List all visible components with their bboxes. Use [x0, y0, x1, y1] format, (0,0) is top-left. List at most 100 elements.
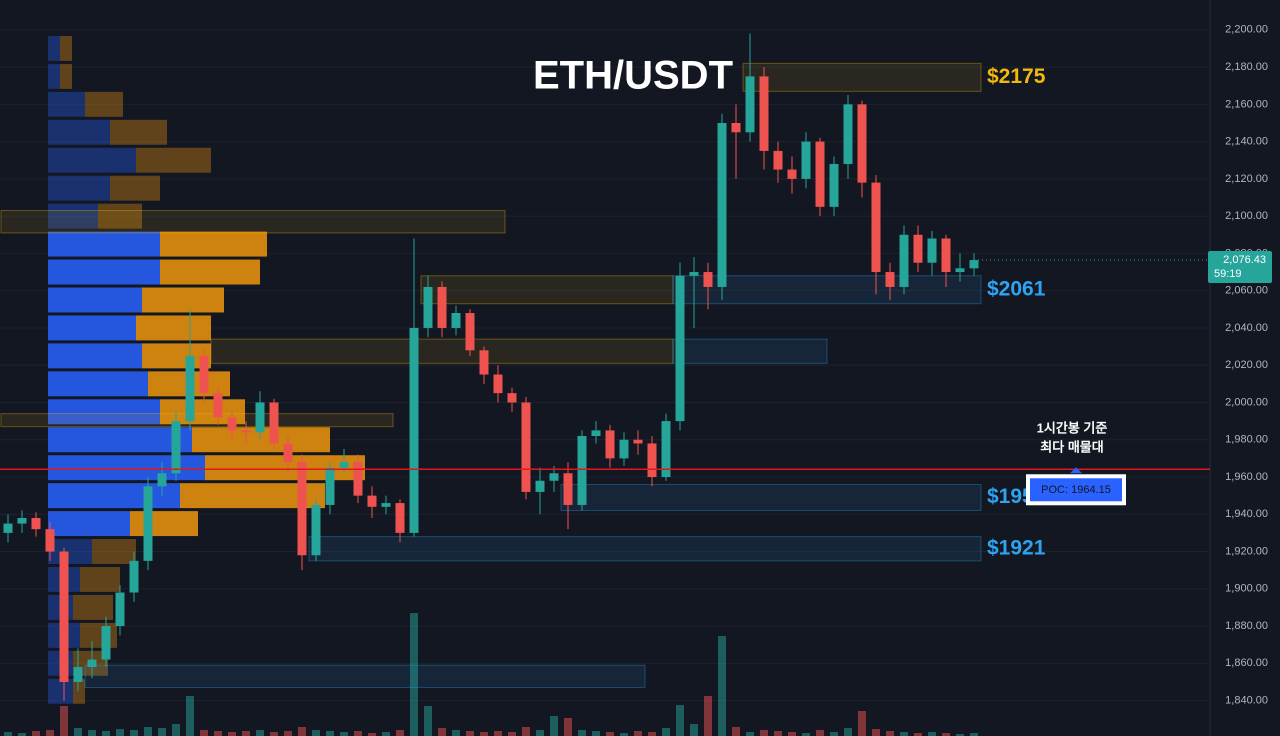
- poc-box: [1030, 478, 1122, 502]
- y-tick-label: 2,060.00: [1225, 285, 1268, 297]
- volume-bar: [900, 732, 908, 736]
- volume-bar: [18, 733, 26, 736]
- y-tick-label: 2,100.00: [1225, 210, 1268, 222]
- volume-bar: [200, 730, 208, 736]
- zone: [210, 338, 674, 364]
- poc-pointer: [1070, 467, 1082, 474]
- volume-bar: [298, 727, 306, 736]
- y-tick-label: 2,040.00: [1225, 322, 1268, 334]
- candle-body: [3, 523, 13, 533]
- y-tick-label: 1,900.00: [1225, 583, 1268, 595]
- candle-body: [59, 551, 69, 682]
- volume-bar: [606, 732, 614, 736]
- y-tick-label: 1,860.00: [1225, 657, 1268, 669]
- volume-bar: [592, 731, 600, 736]
- y-tick-label: 2,000.00: [1225, 396, 1268, 408]
- volume-bar: [648, 732, 656, 736]
- volume-bar: [242, 731, 250, 736]
- candle-body: [465, 313, 475, 351]
- candle-body: [787, 169, 797, 179]
- volume-bar: [634, 731, 642, 736]
- candle-body: [689, 272, 699, 276]
- candle-body: [591, 430, 601, 437]
- profile-sell: [92, 539, 136, 565]
- volume-bar: [788, 732, 796, 736]
- candle-body: [143, 486, 153, 561]
- profile-buy: [48, 259, 160, 285]
- candle-body: [451, 313, 461, 328]
- candle-body: [255, 402, 265, 433]
- profile-sell: [160, 231, 267, 257]
- volume-bar: [4, 732, 12, 736]
- volume-bar: [368, 733, 376, 736]
- candle-body: [409, 327, 419, 533]
- profile-sell: [73, 594, 113, 620]
- profile-sell: [60, 35, 72, 61]
- profile-buy: [48, 343, 142, 369]
- candle-body: [493, 374, 503, 394]
- zone: [308, 536, 982, 562]
- candle-body: [535, 480, 545, 492]
- candle-body: [619, 439, 629, 459]
- y-tick-label: 2,200.00: [1225, 24, 1268, 36]
- volume-bar: [620, 733, 628, 736]
- candle-body: [507, 393, 517, 403]
- profile-sell: [73, 678, 85, 704]
- candle-body: [157, 473, 167, 487]
- candle-body: [87, 659, 97, 668]
- volume-bar: [522, 727, 530, 736]
- profile-buy: [48, 35, 60, 61]
- candle-body: [269, 402, 279, 444]
- candle-body: [969, 260, 979, 269]
- profile-buy: [48, 231, 160, 257]
- candle-body: [941, 238, 951, 273]
- volume-bar: [550, 716, 558, 736]
- profile-sell: [142, 287, 224, 313]
- volume-bar: [228, 732, 236, 736]
- volume-bar: [858, 711, 866, 736]
- volume-bar: [914, 733, 922, 736]
- candle-body: [45, 529, 55, 552]
- candle-body: [703, 272, 713, 287]
- volume-bar: [130, 730, 138, 736]
- zone: [672, 338, 828, 364]
- profile-sell: [98, 203, 142, 229]
- volume-bar: [676, 705, 684, 736]
- volume-bar: [956, 734, 964, 736]
- profile-buy: [48, 175, 110, 201]
- volume-bar: [662, 728, 670, 736]
- volume-bar: [354, 731, 362, 736]
- candle-body: [913, 234, 923, 263]
- volume-bar: [970, 733, 978, 736]
- countdown: 59:19: [1214, 268, 1242, 280]
- profile-buy: [48, 287, 142, 313]
- candle-body: [395, 503, 405, 533]
- volume-bar: [32, 731, 40, 736]
- volume-bar: [438, 728, 446, 736]
- candle-body: [171, 421, 181, 474]
- candle-body: [843, 104, 853, 164]
- volume-bar: [816, 730, 824, 736]
- candle-body: [661, 421, 671, 478]
- profile-buy: [48, 427, 192, 453]
- volume-bar: [578, 730, 586, 736]
- zone: [84, 664, 646, 689]
- volume-bar: [144, 727, 152, 736]
- candle-body: [577, 436, 587, 505]
- candle-body: [129, 560, 139, 593]
- candle-body: [325, 467, 335, 505]
- profile-buy: [48, 315, 136, 341]
- candle-body: [857, 104, 867, 183]
- volume-bar: [830, 732, 838, 736]
- volume-bar: [466, 731, 474, 736]
- volume-bar: [158, 728, 166, 736]
- candle-body: [521, 402, 531, 492]
- candle-body: [549, 473, 559, 481]
- candle-body: [759, 76, 769, 151]
- volume-bar: [312, 730, 320, 736]
- candle-body: [801, 141, 811, 179]
- candle-body: [829, 163, 839, 207]
- profile-buy: [48, 147, 136, 173]
